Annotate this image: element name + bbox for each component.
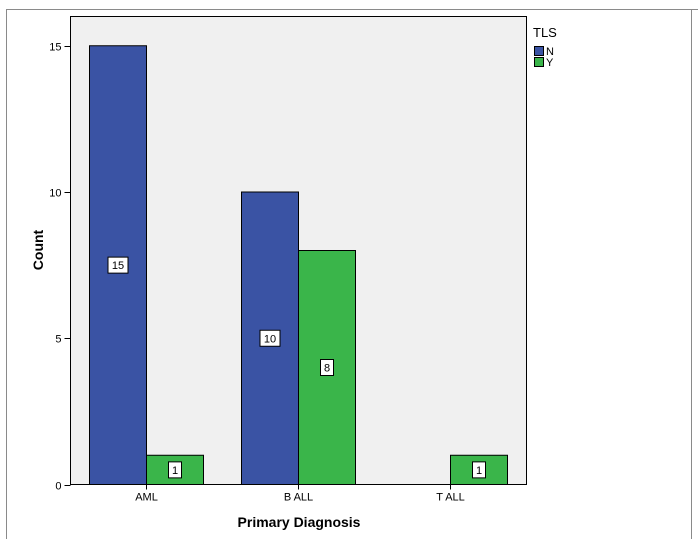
legend: TLS NY (533, 25, 557, 69)
data-label-box (320, 359, 334, 376)
data-label: 15 (112, 260, 124, 272)
legend-swatch-n (534, 46, 544, 56)
data-labels-layer: 15 1 10 8 1 (107, 256, 486, 479)
x-tick-label: T ALL (436, 492, 465, 504)
legend-swatch-y (534, 57, 544, 67)
x-tick-label: AML (135, 492, 158, 504)
data-label-box (472, 461, 486, 479)
legend-label-y: Y (546, 57, 554, 69)
x-axis-title: Primary Diagnosis (238, 514, 361, 530)
y-tick-label: 10 (49, 188, 61, 200)
data-label-box (107, 256, 129, 274)
data-label: 8 (324, 363, 330, 375)
y-axis: 0 5 10 15 (49, 42, 71, 493)
legend-label-n: N (546, 46, 554, 58)
x-axis: AML B ALL T ALL (135, 484, 465, 504)
data-label-box (168, 461, 182, 479)
y-axis-title: Count (30, 229, 46, 270)
x-tick-label: B ALL (284, 492, 313, 504)
y-tick-label: 5 (55, 334, 61, 346)
data-label-box (259, 329, 281, 347)
y-tick-label: 0 (55, 481, 61, 493)
data-label: 1 (172, 465, 178, 477)
legend-title: TLS (533, 25, 557, 40)
y-tick-label: 15 (49, 42, 61, 54)
legend-items: NY (534, 46, 554, 69)
data-label: 10 (264, 333, 276, 345)
data-label: 1 (476, 465, 482, 477)
